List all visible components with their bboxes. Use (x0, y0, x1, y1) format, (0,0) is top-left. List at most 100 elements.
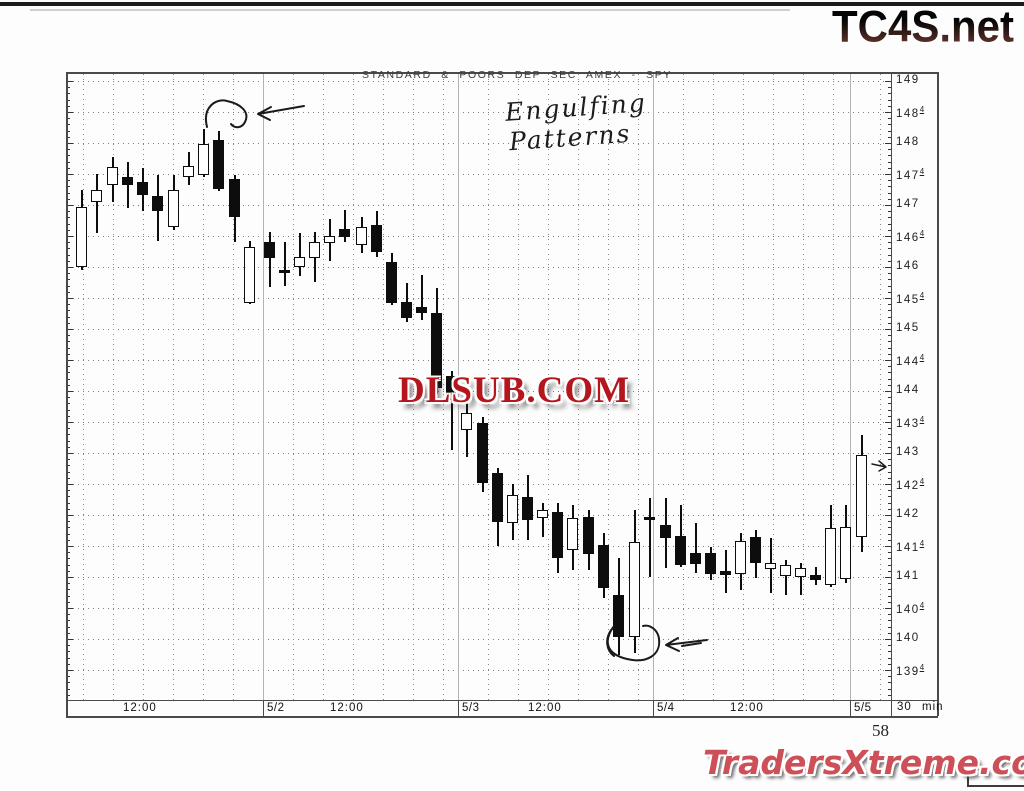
right-axis-tick (888, 335, 891, 337)
left-axis-tick (67, 335, 70, 337)
right-axis-tick (888, 180, 891, 182)
left-axis-tick (67, 459, 70, 461)
candle-body-down (339, 229, 350, 238)
day-separator (458, 74, 459, 700)
left-axis-tick (67, 391, 73, 392)
candle-body-up (735, 541, 746, 574)
right-axis-tick (885, 298, 891, 299)
day-separator (263, 74, 264, 700)
left-axis-tick (67, 589, 70, 591)
right-axis-tick (888, 428, 891, 430)
price-label: 142 (896, 508, 920, 520)
left-axis-tick (67, 291, 70, 293)
v-gridline (293, 74, 294, 700)
scan-corner-line-horizontal (967, 785, 1024, 787)
plot-left-border (66, 72, 68, 716)
v-gridline (773, 74, 774, 700)
price-label: 1474 (896, 167, 925, 182)
left-axis-tick (67, 360, 73, 361)
h-gridline (68, 298, 891, 299)
left-axis-tick (67, 242, 70, 244)
h-gridline (68, 81, 891, 82)
left-axis-tick (67, 428, 70, 430)
h-gridline (68, 577, 891, 578)
left-axis-tick (67, 422, 73, 423)
left-axis-tick (67, 577, 73, 578)
price-label: 140 (896, 632, 920, 644)
price-label: 143 (896, 446, 920, 458)
v-gridline (383, 74, 384, 700)
right-axis-tick (885, 670, 891, 671)
right-axis-tick (888, 502, 891, 504)
candle-body-down (705, 552, 716, 574)
candle-body-down (522, 497, 533, 520)
left-axis-tick (67, 694, 70, 696)
right-axis-tick (888, 310, 891, 312)
left-axis-tick (67, 583, 70, 585)
v-gridline (173, 74, 174, 700)
price-label: 141 (896, 570, 920, 582)
left-axis-tick (67, 161, 70, 163)
right-axis-tick (885, 236, 891, 237)
candle-wick (466, 403, 468, 457)
day-separator (850, 74, 851, 700)
right-axis-tick (888, 558, 891, 560)
left-axis-tick (67, 105, 70, 107)
left-axis-tick (67, 254, 70, 256)
left-axis-tick (67, 211, 70, 213)
axis-band-bottom-border (66, 716, 938, 718)
right-axis-tick (888, 217, 891, 219)
v-gridline (548, 74, 549, 700)
right-axis-tick (885, 515, 891, 516)
left-axis-tick (67, 155, 70, 157)
right-axis-tick (888, 341, 891, 343)
axis-band-divider (653, 700, 654, 716)
right-axis-tick (888, 223, 891, 225)
candle-body-down (229, 178, 240, 218)
left-axis-tick (67, 682, 70, 684)
right-axis-tick (888, 589, 891, 591)
left-axis-tick (67, 372, 70, 374)
v-gridline (83, 74, 84, 700)
left-axis-tick (67, 415, 70, 417)
v-gridline (488, 74, 489, 700)
left-axis-tick (67, 347, 70, 349)
candle-body-down (598, 544, 609, 589)
candle-wick (785, 560, 787, 595)
left-axis-tick (67, 223, 70, 225)
right-axis-tick (888, 645, 891, 647)
plot-top-border (66, 72, 937, 74)
time-label: 12:00 (730, 702, 764, 714)
left-axis-tick (67, 663, 70, 665)
left-axis-tick (67, 434, 70, 436)
left-axis-tick (67, 670, 73, 671)
right-axis-tick (888, 279, 891, 281)
date-label: 5/3 (462, 702, 480, 714)
right-axis-tick (888, 477, 891, 479)
candle-wick (451, 371, 453, 450)
candle-wick (344, 209, 346, 243)
right-axis-tick (885, 546, 891, 547)
right-axis-tick (888, 471, 891, 473)
day-separator (653, 74, 654, 700)
right-axis-tick (888, 620, 891, 622)
candle-body-up (840, 526, 851, 579)
right-axis-tick (888, 248, 891, 250)
h-gridline (68, 484, 891, 485)
candle-wick (421, 275, 423, 320)
candle-body-down (152, 195, 163, 212)
left-axis-tick (67, 378, 70, 380)
left-axis-tick (67, 440, 70, 442)
left-axis-tick (67, 366, 70, 368)
candle-wick (542, 503, 544, 537)
left-axis-tick (67, 558, 70, 560)
candle-body-up (825, 528, 836, 586)
right-axis-tick (888, 539, 891, 541)
left-axis-tick (67, 118, 70, 120)
price-label: 1414 (896, 539, 925, 554)
scan-corner-line-vertical (967, 769, 969, 787)
candle-body-up (356, 226, 367, 246)
left-axis-tick (67, 676, 70, 678)
price-label: 1424 (896, 477, 925, 492)
